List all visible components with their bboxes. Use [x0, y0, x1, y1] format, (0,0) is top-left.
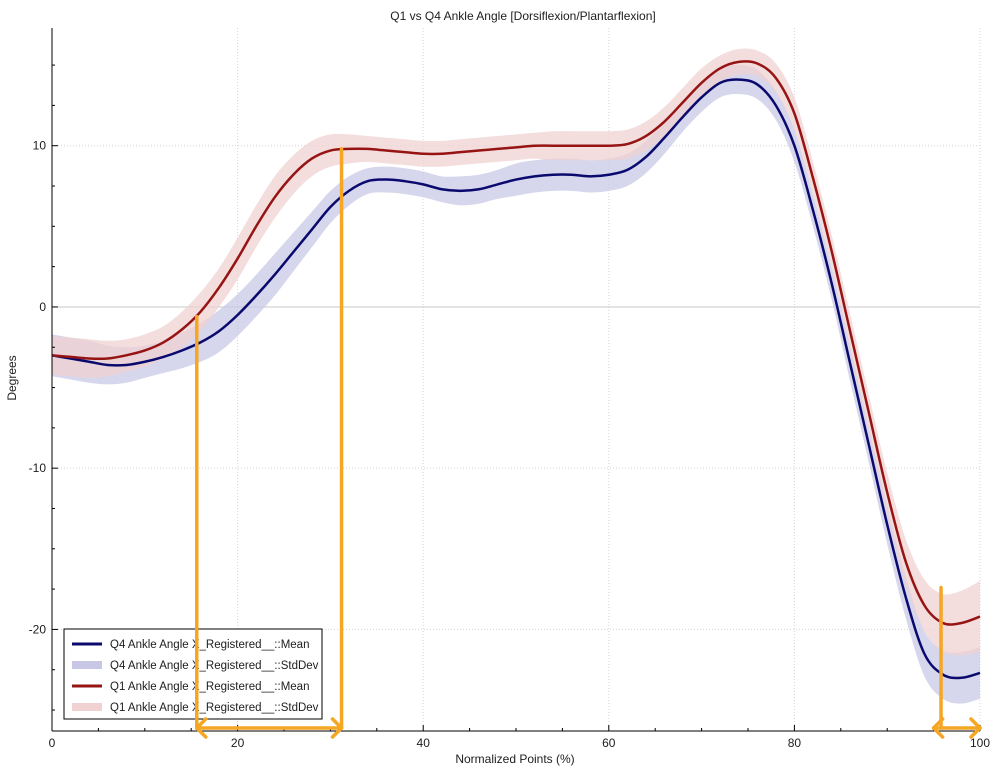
legend-swatch-band	[72, 703, 102, 711]
annotation-arrowhead-right	[330, 717, 344, 739]
y-tick-label: -10	[29, 461, 47, 475]
chart-title: Q1 vs Q4 Ankle Angle [Dorsiflexion/Plant…	[390, 9, 655, 23]
x-axis-ticks: 0 20 40 60 80 100	[49, 725, 990, 750]
x-axis-label: Normalized Points (%)	[455, 752, 574, 766]
y-axis-label: Degrees	[5, 355, 19, 400]
legend-label: Q4 Ankle Angle X_Registered__::StdDev	[110, 660, 319, 672]
x-tick-label: 20	[231, 736, 245, 750]
legend-label: Q1 Ankle Angle X_Registered__::StdDev	[110, 702, 319, 714]
x-tick-label: 100	[970, 736, 990, 750]
annotation-arrowhead-left	[195, 717, 208, 739]
mean-line	[51, 60, 981, 626]
x-tick-label: 80	[788, 736, 802, 750]
mean-line	[51, 78, 981, 680]
mean-lines	[51, 60, 981, 680]
y-tick-label: -20	[29, 622, 47, 636]
y-axis-ticks: -20 -10 0 10	[29, 64, 58, 711]
std-dev-bands	[52, 48, 980, 704]
legend-label: Q4 Ankle Angle X_Registered__::Mean	[110, 639, 309, 651]
std-dev-band	[52, 65, 980, 704]
annotations	[195, 147, 982, 739]
x-tick-label: 40	[417, 736, 431, 750]
y-tick-label: 0	[39, 300, 46, 314]
x-tick-label: 0	[49, 736, 56, 750]
annotation-arrowhead-right	[969, 717, 982, 739]
std-dev-band	[52, 48, 980, 656]
x-tick-label: 60	[602, 736, 616, 750]
y-tick-label: 10	[33, 139, 47, 153]
legend-label: Q1 Ankle Angle X_Registered__::Mean	[110, 681, 309, 693]
annotation-arrowhead-left	[931, 717, 945, 739]
legend-box	[63, 628, 323, 720]
legend-swatch-band	[72, 661, 102, 669]
